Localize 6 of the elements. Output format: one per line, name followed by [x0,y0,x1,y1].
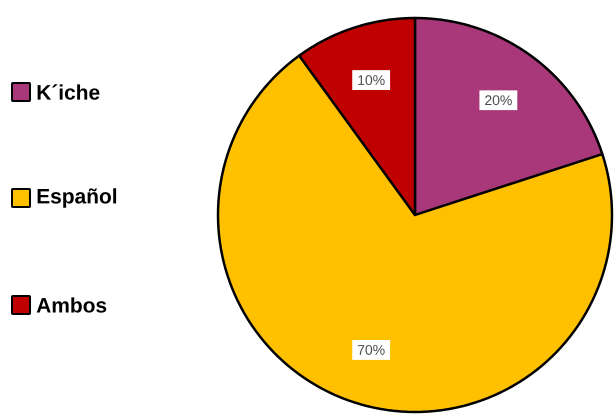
data-label: 20% [485,95,512,106]
legend-label: Español [38,188,116,208]
legend-label: Ambos [36,297,106,313]
data-label: 70% [358,344,385,355]
legend-label: K´iche [38,84,100,100]
data-label: 10% [358,75,385,86]
